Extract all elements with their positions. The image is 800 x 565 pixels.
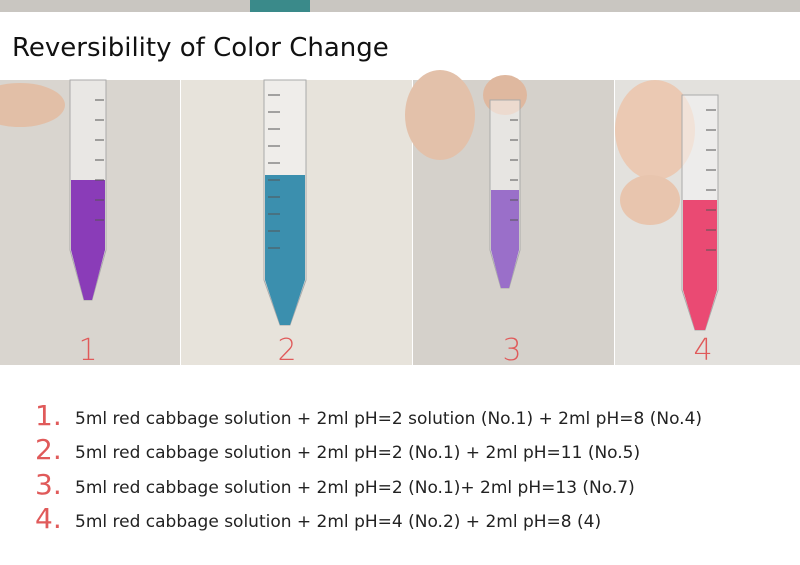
step-number: 1.: [35, 399, 62, 432]
step-text: 5ml red cabbage solution + 2ml pH=2 (No.…: [75, 478, 635, 498]
title-bar: [0, 12, 800, 80]
step-text: 5ml red cabbage solution + 2ml pH=2 (No.…: [75, 443, 640, 463]
cap: [250, 0, 310, 12]
photo-label: 2: [277, 333, 296, 368]
step-text: 5ml red cabbage solution + 2ml pH=2 solu…: [75, 409, 702, 429]
step-number: 3.: [35, 468, 62, 501]
step-number: 4.: [35, 502, 62, 535]
title: Reversibility of Color Change: [12, 33, 389, 63]
photo-3: [405, 70, 614, 365]
photo-strip: [0, 0, 800, 12]
photo-4: [615, 80, 800, 365]
step-number: 2.: [35, 433, 62, 466]
photo-1: [0, 79, 180, 365]
step-text: 5ml red cabbage solution + 2ml pH=4 (No.…: [75, 512, 601, 532]
photo-label: 1: [78, 333, 97, 368]
photo-2: [181, 79, 412, 365]
photo-label: 4: [693, 333, 712, 368]
photo-label: 3: [502, 333, 521, 368]
